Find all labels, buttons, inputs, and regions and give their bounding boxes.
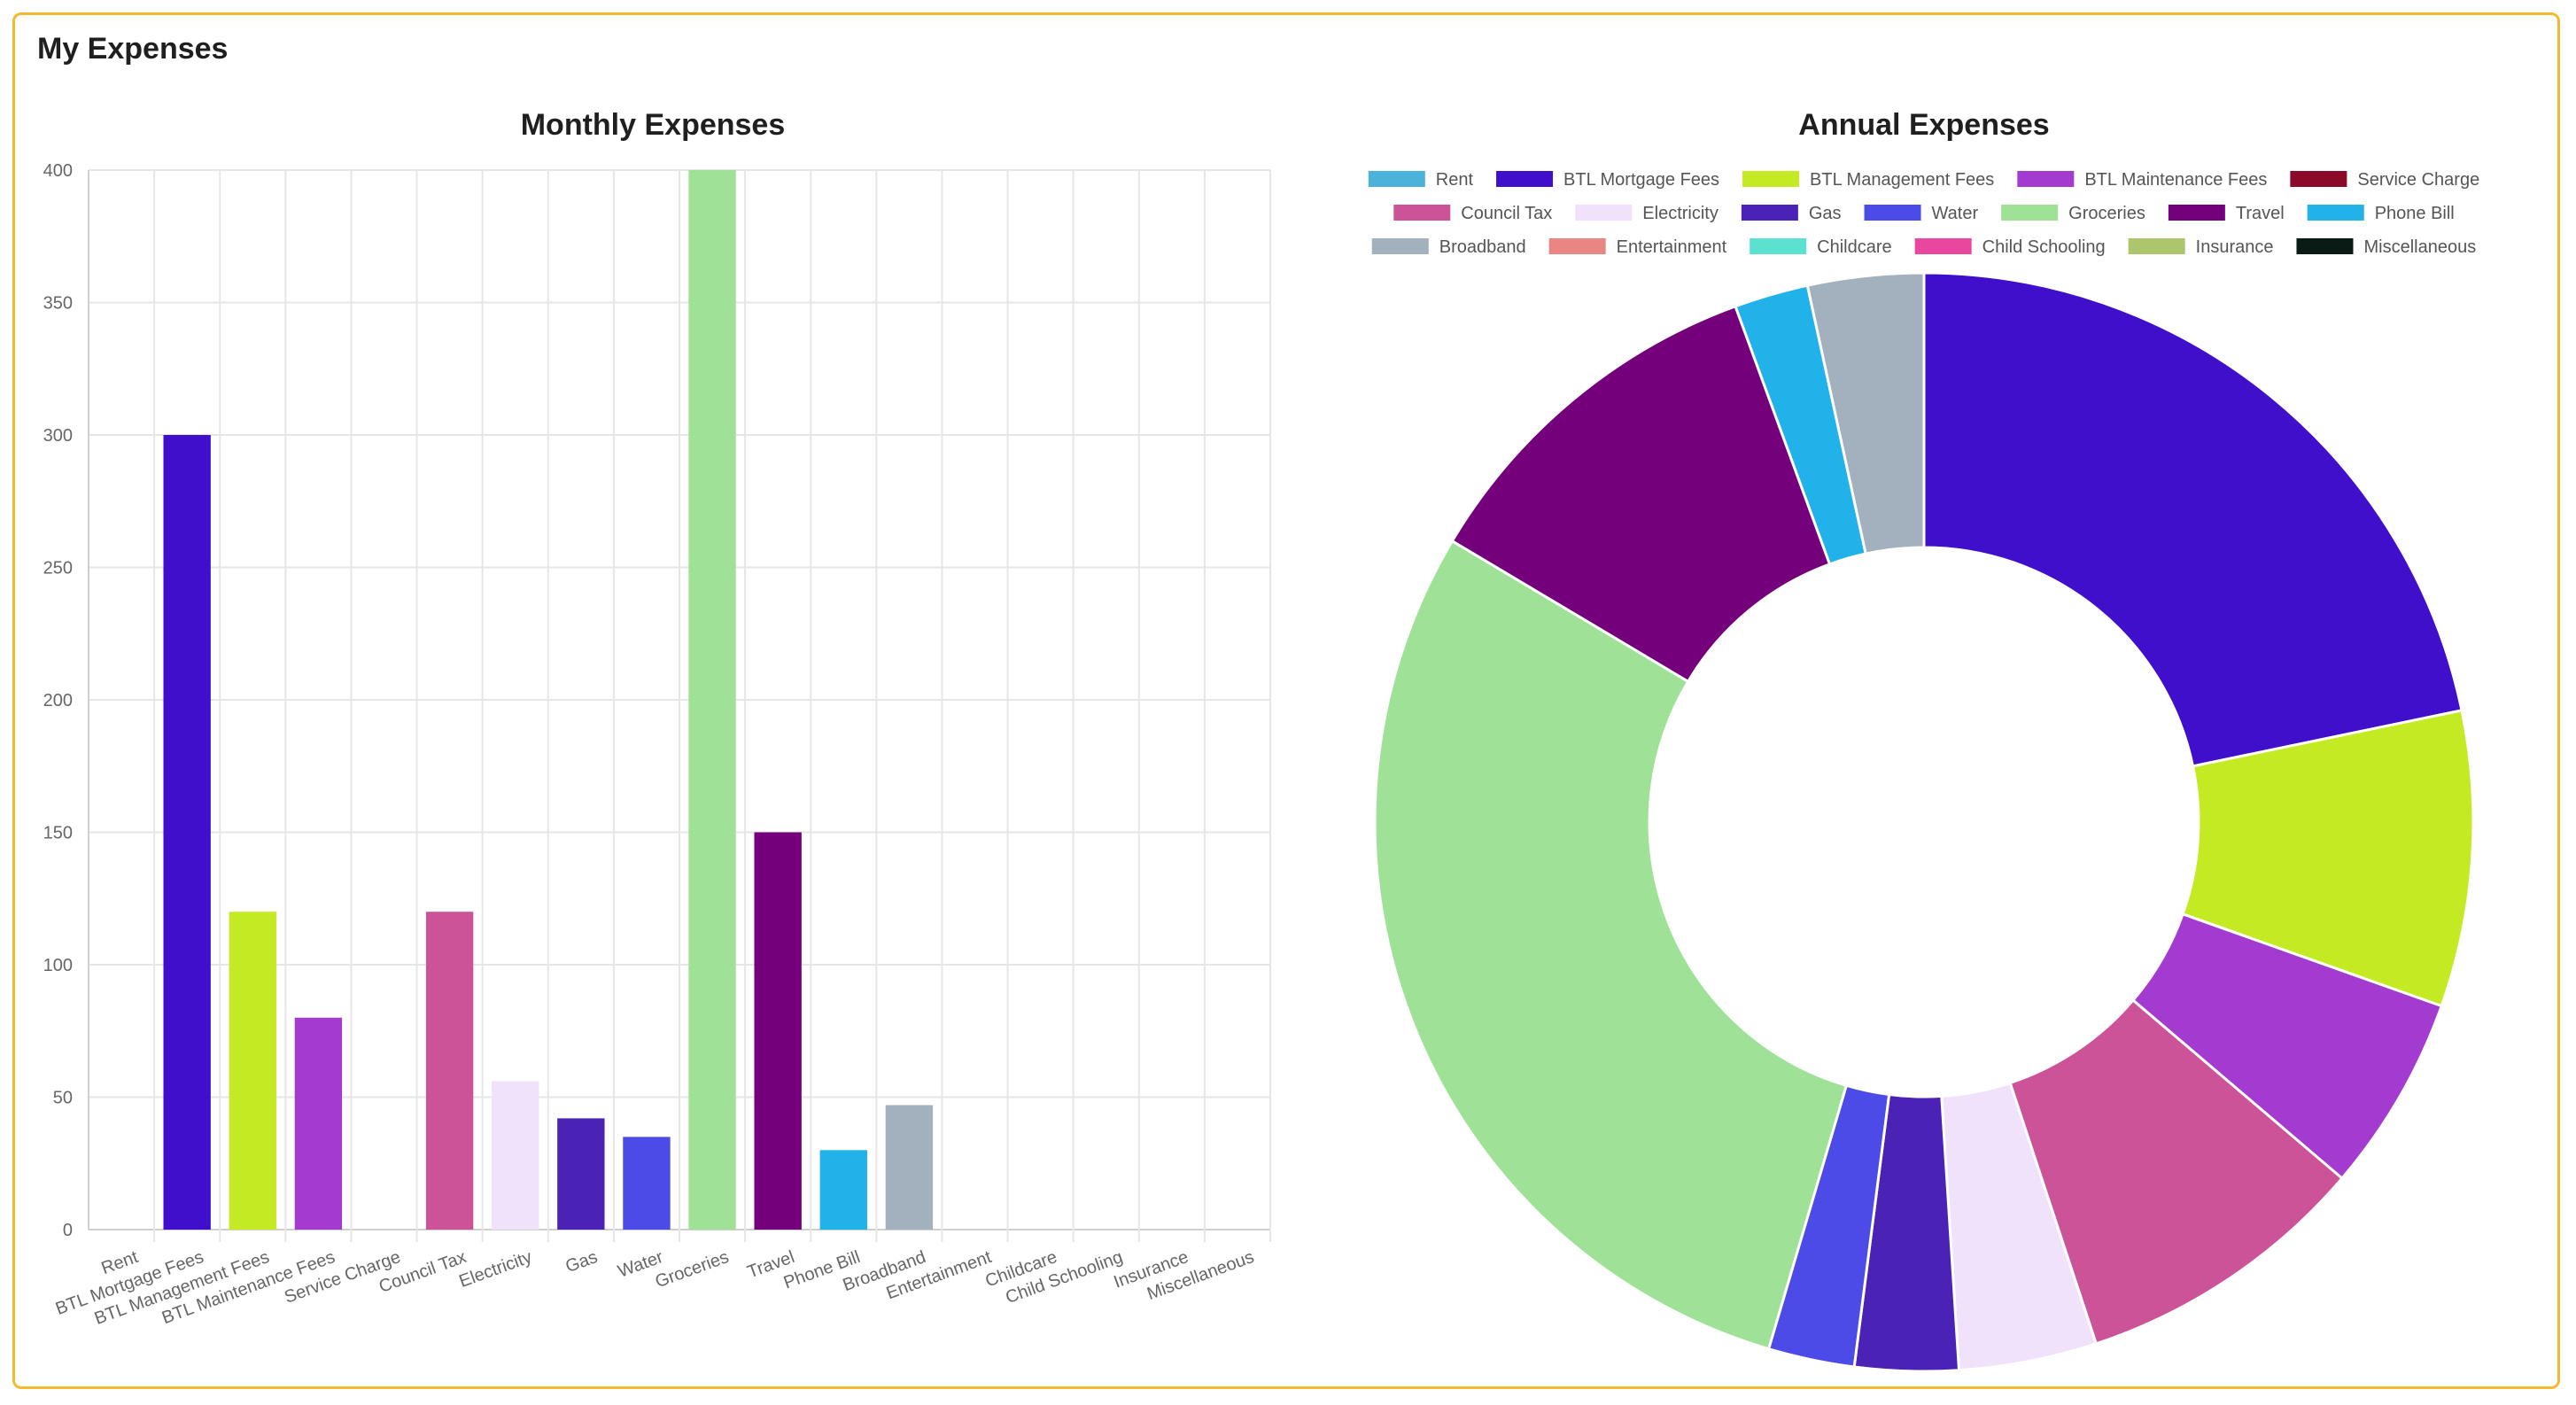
legend-label: Broadband bbox=[1439, 237, 1526, 257]
legend-swatch bbox=[2017, 171, 2075, 187]
bar-groceries[interactable] bbox=[688, 170, 736, 1230]
legend-label: Travel bbox=[2236, 204, 2285, 223]
legend-item-btl-mortgage-fees[interactable]: BTL Mortgage Fees bbox=[1496, 170, 1719, 190]
legend-swatch bbox=[1496, 171, 1554, 187]
doughnut-chart-title: Annual Expenses bbox=[1798, 108, 2049, 142]
legend-swatch bbox=[1914, 238, 1972, 254]
legend-label: Council Tax bbox=[1461, 204, 1552, 223]
slice-groceries[interactable] bbox=[1373, 539, 1849, 1351]
doughnut-slices bbox=[1373, 271, 2475, 1373]
legend-swatch bbox=[1575, 205, 1633, 221]
bar-y-tick-label: 300 bbox=[43, 426, 73, 446]
legend-item-groceries[interactable]: Groceries bbox=[2001, 204, 2145, 223]
bar-y-tick-label: 150 bbox=[43, 824, 73, 843]
bar-y-tick-label: 400 bbox=[43, 161, 73, 181]
bar-broadband[interactable] bbox=[885, 1105, 934, 1230]
legend-item-rent[interactable]: Rent bbox=[1368, 170, 1474, 190]
legend-swatch bbox=[1864, 205, 1921, 221]
bar-phone-bill[interactable] bbox=[819, 1150, 867, 1230]
legend-label: Phone Bill bbox=[2375, 204, 2455, 223]
legend-item-council-tax[interactable]: Council Tax bbox=[1393, 204, 1552, 223]
bar-y-tick-label: 50 bbox=[53, 1089, 73, 1108]
legend-swatch bbox=[2128, 238, 2185, 254]
legend-item-phone-bill[interactable]: Phone Bill bbox=[2307, 204, 2455, 223]
legend-label: Groceries bbox=[2068, 204, 2145, 223]
card-title: My Expenses bbox=[37, 32, 229, 66]
legend-swatch bbox=[2290, 171, 2347, 187]
legend-label: Electricity bbox=[1642, 204, 1719, 223]
bar-y-tick-label: 200 bbox=[43, 691, 73, 710]
bar-x-tick-label: Groceries bbox=[653, 1247, 732, 1292]
slice-btl-mortgage-fees[interactable] bbox=[1922, 271, 2463, 768]
legend-label: BTL Mortgage Fees bbox=[1563, 170, 1719, 190]
doughnut-legend: Rent BTL Mortgage Fees BTL Management Fees… bbox=[1368, 170, 2479, 257]
legend-item-miscellaneous[interactable]: Miscellaneous bbox=[2296, 237, 2476, 257]
legend-item-btl-maintenance-fees[interactable]: BTL Maintenance Fees bbox=[2017, 170, 2267, 190]
bar-y-tick-labels: 0 50 100 150 200 250 300 350 400 bbox=[43, 161, 73, 1240]
legend-swatch bbox=[1742, 171, 1800, 187]
bar-btl-mortgage-fees[interactable] bbox=[163, 435, 211, 1230]
bar-gas[interactable] bbox=[557, 1118, 605, 1230]
bar-btl-maintenance-fees[interactable] bbox=[294, 1017, 343, 1230]
legend-label: Gas bbox=[1809, 204, 1842, 223]
legend-item-electricity[interactable]: Electricity bbox=[1575, 204, 1719, 223]
legend-swatch bbox=[1393, 205, 1451, 221]
legend-item-child-schooling[interactable]: Child Schooling bbox=[1914, 237, 2106, 257]
legend-swatch bbox=[1548, 238, 1606, 254]
legend-item-btl-management-fees[interactable]: BTL Management Fees bbox=[1742, 170, 1994, 190]
legend-swatch bbox=[2307, 205, 2364, 221]
doughnut-chart: Annual Expenses Rent BTL Mortgage Fees BTL… bbox=[1368, 108, 2479, 1373]
legend-item-broadband[interactable]: Broadband bbox=[1371, 237, 1526, 257]
bar-water[interactable] bbox=[623, 1137, 671, 1230]
bar-grid bbox=[88, 169, 1271, 1242]
legend-swatch bbox=[1750, 238, 1807, 254]
bar-electricity[interactable] bbox=[492, 1081, 539, 1230]
legend-label: Entertainment bbox=[1617, 237, 1727, 257]
bar-y-tick-label: 250 bbox=[43, 559, 73, 578]
bar-x-tick-label: Gas bbox=[563, 1247, 601, 1277]
legend-swatch bbox=[2296, 238, 2354, 254]
bar-btl-management-fees[interactable] bbox=[229, 912, 276, 1230]
slice-council-tax[interactable] bbox=[2008, 997, 2345, 1346]
legend-label: Water bbox=[1932, 204, 1979, 223]
slice-broadband[interactable] bbox=[1805, 271, 1926, 555]
legend-label: Childcare bbox=[1817, 237, 1891, 257]
legend-swatch bbox=[2001, 205, 2059, 221]
legend-label: Rent bbox=[1436, 170, 1474, 190]
legend-label: Child Schooling bbox=[1982, 237, 2106, 257]
bar-x-tick-label: Electricity bbox=[456, 1247, 534, 1292]
bar-y-tick-label: 100 bbox=[43, 956, 73, 975]
legend-label: Service Charge bbox=[2357, 170, 2479, 190]
legend-item-entertainment[interactable]: Entertainment bbox=[1548, 237, 1727, 257]
legend-swatch bbox=[1371, 238, 1429, 254]
legend-swatch bbox=[1368, 171, 1425, 187]
legend-swatch bbox=[1741, 205, 1798, 221]
bar-chart-title: Monthly Expenses bbox=[521, 108, 786, 142]
legend-swatch bbox=[2168, 205, 2225, 221]
legend-item-insurance[interactable]: Insurance bbox=[2128, 237, 2274, 257]
legend-item-gas[interactable]: Gas bbox=[1741, 204, 1842, 223]
legend-item-water[interactable]: Water bbox=[1864, 204, 1979, 223]
slice-travel[interactable] bbox=[1450, 304, 1832, 684]
legend-item-childcare[interactable]: Childcare bbox=[1750, 237, 1892, 257]
bar-marks bbox=[163, 170, 934, 1230]
legend-item-service-charge[interactable]: Service Charge bbox=[2290, 170, 2479, 190]
legend-item-travel[interactable]: Travel bbox=[2168, 204, 2285, 223]
legend-label: BTL Management Fees bbox=[1810, 170, 1994, 190]
slice-btl-management-fees[interactable] bbox=[2181, 709, 2475, 1008]
legend-label: Insurance bbox=[2196, 237, 2274, 257]
bar-y-tick-label: 350 bbox=[43, 294, 73, 314]
bar-y-tick-label: 0 bbox=[63, 1221, 73, 1240]
legend-label: BTL Maintenance Fees bbox=[2084, 170, 2267, 190]
bar-chart: Monthly Expenses 0 50 100 150 200 250 300 350 40… bbox=[43, 108, 1271, 1329]
bar-travel[interactable] bbox=[754, 832, 802, 1230]
bar-council-tax[interactable] bbox=[425, 912, 474, 1230]
legend-label: Miscellaneous bbox=[2363, 237, 2476, 257]
